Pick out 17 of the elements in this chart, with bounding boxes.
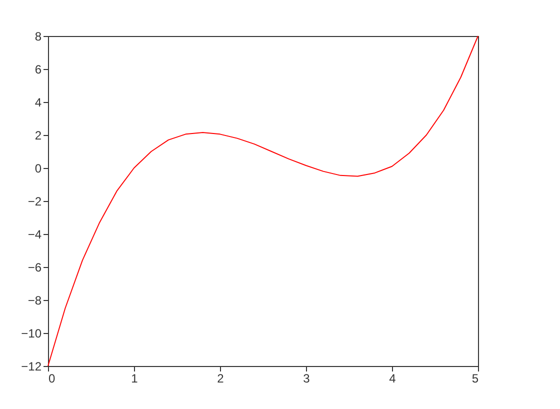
x-tick-label: 1 [131,372,138,386]
y-tick-label: −8 [28,294,42,308]
x-tick-label: 2 [217,372,224,386]
y-tick-label: −4 [28,228,42,242]
x-tick-label: 0 [48,372,56,386]
y-tick-label: −12 [21,360,42,374]
x-tick-label: 5 [472,372,479,386]
y-tick-label: 2 [34,128,42,142]
y-tick-label: −6 [28,260,42,274]
y-tick-label: 4 [34,96,42,110]
y-tick-label: 6 [34,62,42,76]
y-tick-label: 8 [34,30,42,44]
x-tick-label: 3 [303,372,310,386]
y-tick-label: −10 [21,326,42,340]
y-tick-label: 0 [34,162,42,176]
y-tick-label: −2 [28,194,42,208]
x-tick-label: 4 [389,372,396,386]
